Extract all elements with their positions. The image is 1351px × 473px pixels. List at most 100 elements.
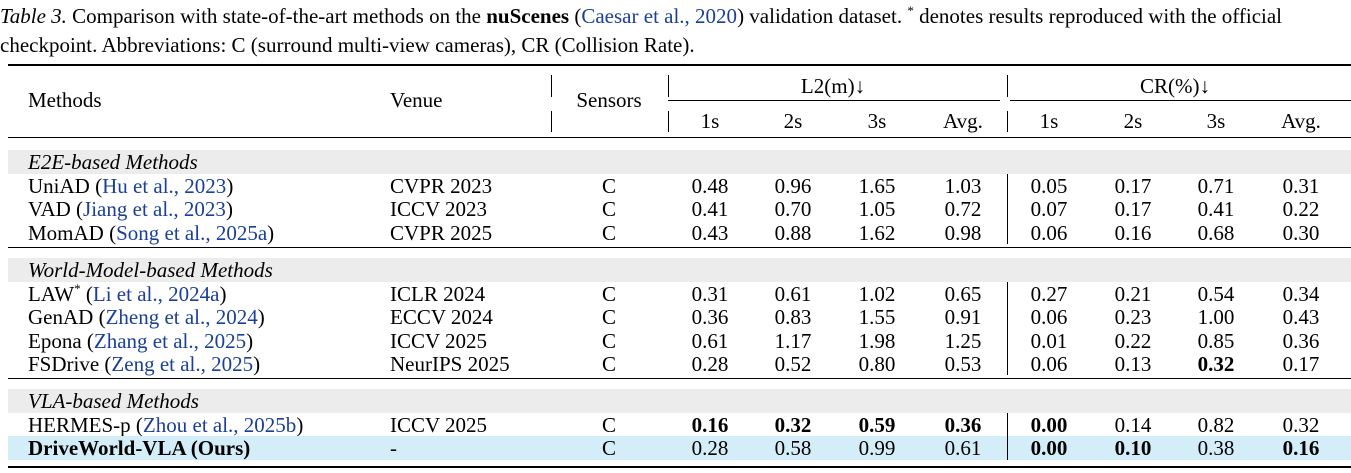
method-name: ) (296, 413, 304, 438)
value: 0.06 (1030, 305, 1068, 330)
value: 0.59 (858, 413, 896, 438)
value: 0.61 (774, 281, 812, 306)
method: FSDrive (Zeng et al., 2025) (28, 352, 260, 376)
value: 0.21 (1114, 281, 1152, 306)
value: 0.82 (1197, 413, 1235, 438)
citation[interactable]: Zheng et al., 2024 (105, 305, 258, 330)
method: MomAD (Song et al., 2025a) (28, 221, 274, 245)
caption-text: denotes results reproduced with the offi… (0, 4, 1283, 57)
header-col: Avg. (1281, 109, 1321, 133)
value: 1.05 (858, 197, 896, 222)
value: 0.00 (1030, 413, 1068, 438)
value: 0.61 (944, 436, 982, 461)
value: 0.91 (944, 305, 982, 330)
value: 0.30 (1282, 220, 1320, 245)
value: 0.88 (774, 220, 812, 245)
value: 1.55 (858, 305, 896, 330)
venue: CVPR 2023 (390, 174, 493, 198)
group-band (8, 150, 1351, 174)
venue: ECCV 2024 (390, 305, 493, 330)
value: 0.10 (1114, 436, 1152, 461)
sensors: C (601, 220, 616, 245)
venue: - (390, 436, 397, 461)
value: 0.41 (691, 197, 729, 222)
citation[interactable]: Li et al., 2024a (92, 281, 220, 306)
sensors: C (601, 413, 616, 438)
header-col: Avg. (943, 109, 983, 133)
value: 0.36 (691, 305, 729, 330)
value: 0.68 (1197, 220, 1235, 245)
method: DriveWorld-VLA (Ours) (28, 436, 250, 460)
value: 0.06 (1030, 351, 1068, 376)
citation[interactable]: Caesar et al., 2020 (581, 4, 738, 28)
header-col: 3s (1206, 109, 1226, 133)
value: 0.17 (1282, 351, 1320, 376)
value: 0.16 (1114, 220, 1152, 245)
method-name: * (74, 280, 81, 296)
value: 0.16 (1282, 436, 1320, 461)
citation[interactable]: Hu et al., 2023 (102, 174, 227, 198)
sensors: C (601, 351, 616, 376)
rule (1007, 75, 1008, 97)
rule (668, 75, 669, 97)
value: 0.96 (774, 174, 812, 198)
value: 0.83 (774, 305, 812, 330)
value: 0.72 (944, 197, 982, 222)
citation[interactable]: Zhou et al., 2025b (142, 413, 297, 438)
value: 0.17 (1114, 174, 1152, 198)
value: 0.28 (691, 351, 729, 376)
method-name: Epona ( (28, 328, 94, 353)
citation[interactable]: Jiang et al., 2023 (83, 197, 226, 222)
rule (1007, 281, 1008, 376)
header-methods: Methods (28, 88, 102, 112)
method-name: ) (267, 220, 275, 245)
value: 1.03 (944, 174, 982, 198)
method-name: VAD ( (28, 197, 84, 222)
method-name: FSDrive ( (28, 351, 112, 376)
value: 0.27 (1030, 281, 1068, 306)
citation[interactable]: Zeng et al., 2025 (111, 351, 254, 376)
venue: ICLR 2024 (390, 281, 486, 306)
citation[interactable]: Song et al., 2025a (116, 220, 268, 245)
value: 0.36 (944, 413, 982, 438)
value: 0.13 (1114, 351, 1152, 376)
value: 0.01 (1030, 328, 1068, 353)
rule (8, 64, 1351, 66)
value: 0.23 (1114, 305, 1152, 330)
method: GenAD (Zheng et al., 2024) (28, 305, 265, 329)
method-name: UniAD ( (28, 174, 103, 198)
rule (1010, 100, 1351, 101)
sensors: C (601, 281, 616, 306)
highlight-band (8, 436, 1351, 461)
method-name: ) (253, 351, 261, 376)
group-band (8, 389, 1351, 414)
rule (1007, 413, 1008, 460)
header-l2: L2(m)↓ (800, 74, 866, 98)
value: 0.22 (1282, 197, 1320, 222)
header-cr: CR(%)↓ (1140, 74, 1210, 98)
rule (668, 111, 669, 132)
value: 0.65 (944, 281, 982, 306)
value: 1.17 (774, 328, 812, 353)
value: 0.54 (1197, 281, 1235, 306)
value: 0.22 (1114, 328, 1152, 353)
sensors: C (601, 328, 616, 353)
value: 0.98 (944, 220, 982, 245)
caption-label: Table 3. (0, 4, 67, 28)
value: 0.71 (1197, 174, 1235, 198)
value: 0.85 (1197, 328, 1235, 353)
value: 0.14 (1114, 413, 1152, 438)
method-name: ( (80, 281, 93, 306)
header-col: 1s (700, 109, 720, 133)
value: 0.41 (1197, 197, 1235, 222)
value: 0.43 (1282, 305, 1320, 330)
value: 0.16 (691, 413, 729, 438)
rule (8, 246, 1351, 248)
value: 0.31 (1282, 174, 1320, 198)
rule (668, 100, 1000, 101)
header-col: 3s (867, 109, 887, 133)
value: 0.43 (691, 220, 729, 245)
citation[interactable]: Zhang et al., 2025 (93, 328, 247, 353)
value: 0.53 (944, 351, 982, 376)
